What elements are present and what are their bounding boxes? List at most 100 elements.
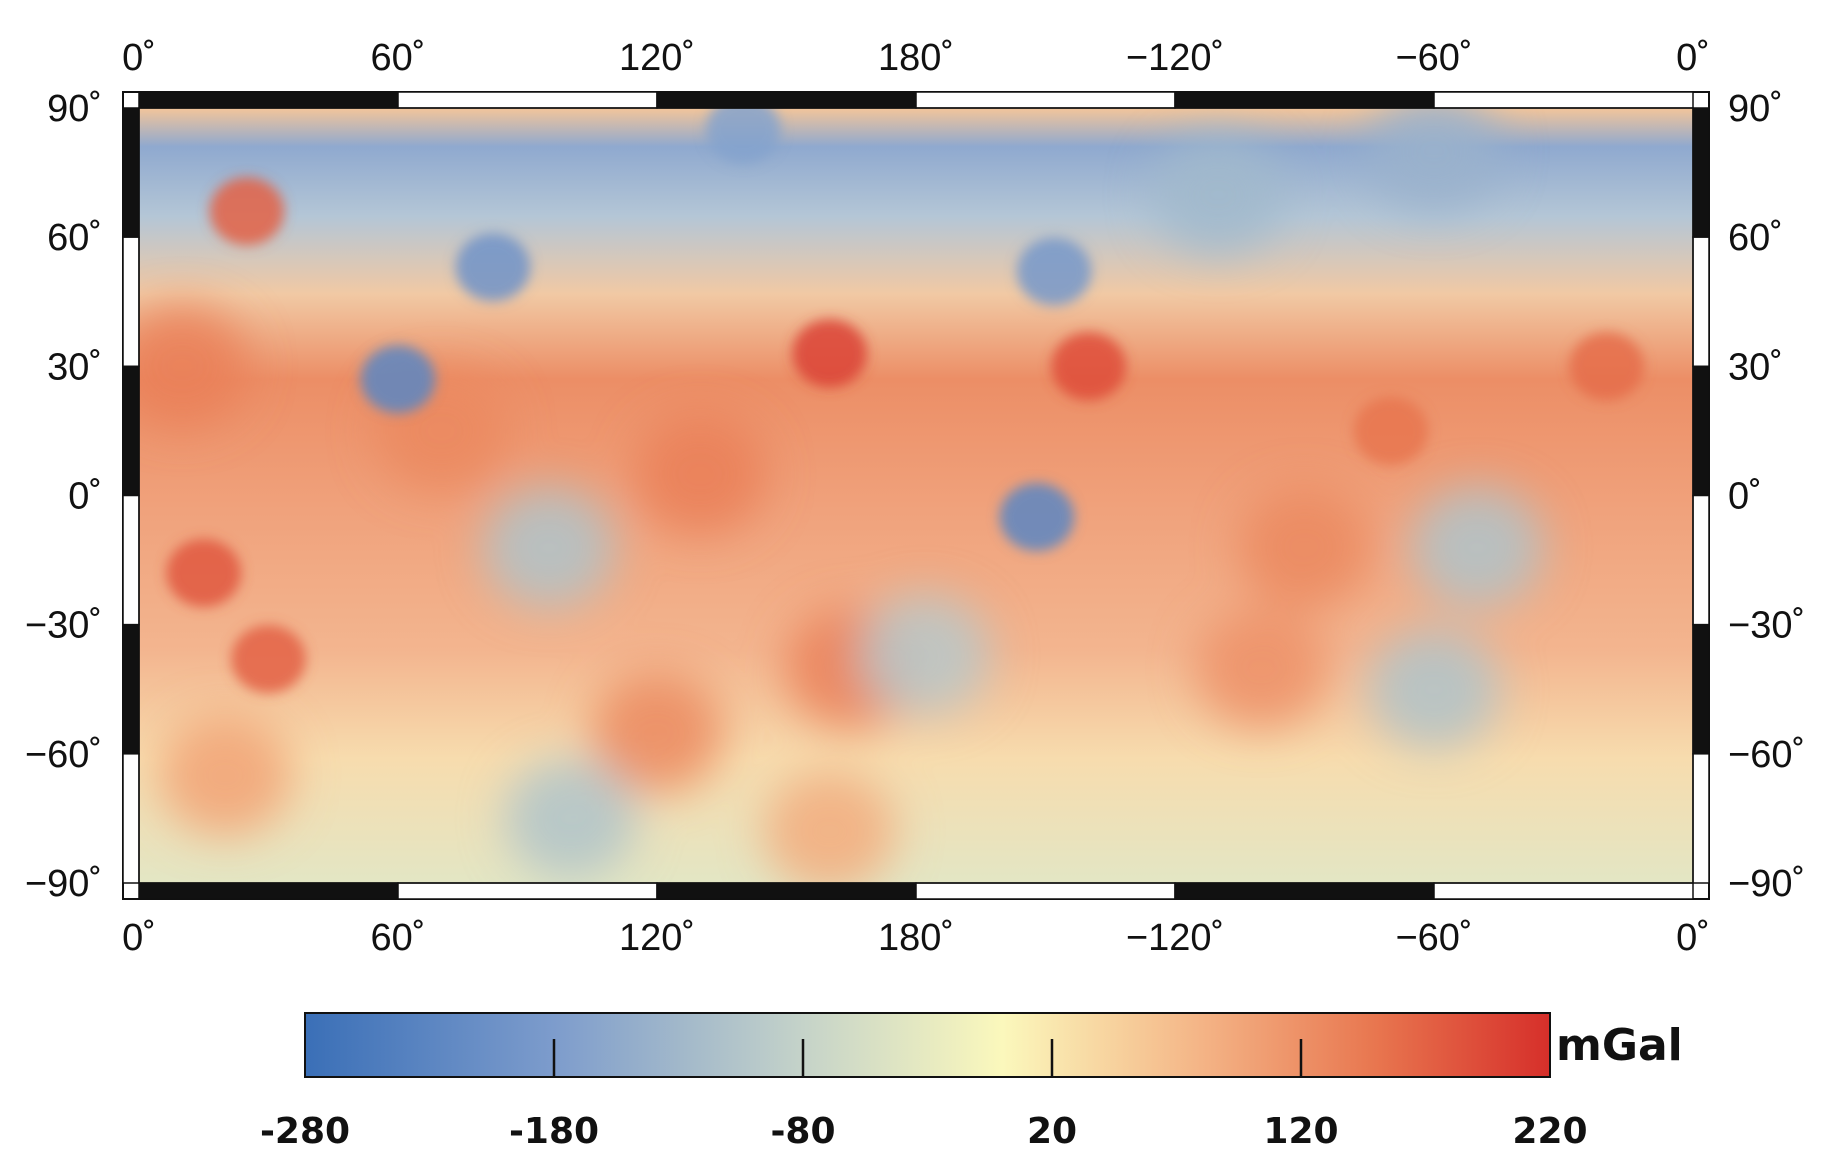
colorbar-tick-label: -180 — [509, 1111, 599, 1152]
map-frame — [122, 91, 1710, 900]
latitude-label: 30˚ — [1728, 346, 1783, 388]
longitude-label: 60˚ — [371, 917, 426, 959]
anomaly-blob — [1353, 396, 1429, 465]
anomaly-blob — [1238, 487, 1371, 608]
frame-band-right — [1692, 107, 1710, 238]
latitude-label: 30˚ — [47, 346, 102, 388]
frame-band-left — [122, 107, 140, 238]
colorbar-tick-label: 120 — [1263, 1111, 1338, 1152]
latitude-labels-right: 90˚ 60˚ 30˚ 0˚ −30˚ −60˚ −90˚ — [1728, 88, 1805, 905]
longitude-label: 120˚ — [619, 917, 695, 959]
latitude-label: −60˚ — [1728, 734, 1805, 776]
colorbar-gradient — [304, 1012, 1551, 1078]
colorbar-unit: mGal — [1556, 1020, 1683, 1071]
frame-band-bottom — [138, 882, 399, 900]
longitude-label: −120˚ — [1126, 37, 1224, 79]
colorbar: -280 -180 -80 20 120 220 mGal — [260, 1012, 1683, 1152]
longitude-label: 120˚ — [619, 37, 695, 79]
frame-band-right — [1692, 494, 1710, 626]
anomaly-blob — [231, 625, 306, 694]
anomaly-blob — [591, 672, 723, 793]
anomaly-blob — [792, 319, 868, 388]
anomaly-blobs — [139, 108, 1544, 883]
latitude-label: 0˚ — [68, 476, 102, 518]
frame-band-left — [122, 494, 140, 626]
anomaly-blob — [209, 177, 285, 246]
anomaly-blob — [1569, 332, 1645, 401]
longitude-label: −60˚ — [1395, 37, 1472, 79]
frame-band-right — [1692, 623, 1710, 755]
frame-band-bottom — [915, 882, 1176, 900]
latitude-label: −30˚ — [1728, 605, 1805, 647]
longitude-label: 0˚ — [1676, 917, 1710, 959]
frame-band-top — [656, 91, 917, 109]
frame-band-left — [122, 753, 140, 884]
frame-band-right — [1692, 236, 1710, 368]
frame-band-top — [1174, 91, 1435, 109]
latitude-label: 60˚ — [47, 217, 102, 259]
latitude-labels-left: 90˚ 60˚ 30˚ 0˚ −30˚ −60˚ −90˚ — [25, 88, 102, 905]
longitude-labels-bottom: 0˚ 60˚ 120˚ 180˚ −120˚ −60˚ 0˚ — [122, 917, 1710, 959]
anomaly-blob — [858, 594, 991, 715]
longitude-labels-top: 0˚ 60˚ 120˚ 180˚ −120˚ −60˚ 0˚ — [122, 37, 1710, 79]
anomaly-blob — [1152, 134, 1285, 255]
frame-band-bottom — [1433, 882, 1694, 900]
anomaly-blob — [483, 487, 616, 608]
longitude-label: 0˚ — [1676, 37, 1710, 79]
frame-band-right — [1692, 365, 1710, 497]
frame-band-bottom — [1174, 882, 1435, 900]
map-base-field — [139, 108, 1693, 883]
anomaly-spots — [166, 108, 1645, 694]
anomaly-blob — [139, 306, 249, 427]
latitude-label: −60˚ — [25, 734, 102, 776]
colorbar-tick-label: 20 — [1027, 1111, 1077, 1152]
longitude-label: 180˚ — [878, 37, 954, 79]
colorbar-tick-label: -80 — [770, 1111, 835, 1152]
latitude-label: −90˚ — [25, 863, 102, 905]
map-border — [138, 107, 1694, 884]
colorbar-tick-label: -280 — [260, 1111, 350, 1152]
frame-band-top — [1433, 91, 1694, 109]
anomaly-blob — [1368, 629, 1500, 750]
colorbar-tick-labels: -280 -180 -80 20 120 220 — [260, 1111, 1588, 1152]
anomaly-blob — [1051, 332, 1127, 401]
anomaly-blob — [1016, 237, 1092, 306]
frame-band-left — [122, 236, 140, 368]
frame-band-right — [1692, 753, 1710, 884]
longitude-label: 0˚ — [122, 917, 156, 959]
anomaly-blob — [999, 483, 1075, 552]
anomaly-blob — [705, 108, 781, 164]
longitude-label: 180˚ — [878, 917, 954, 959]
anomaly-blob — [763, 771, 896, 883]
colorbar-ticks — [552, 1039, 1303, 1077]
longitude-label: 0˚ — [122, 37, 156, 79]
frame-band-left — [122, 623, 140, 755]
frame-band-top — [915, 91, 1176, 109]
frame-band-bottom — [397, 882, 658, 900]
anomaly-blob — [1195, 607, 1328, 728]
latitude-label: 90˚ — [47, 88, 102, 130]
latitude-label: 0˚ — [1728, 476, 1762, 518]
anomaly-blob — [159, 715, 292, 836]
latitude-label: 90˚ — [1728, 88, 1783, 130]
colorbar-tick-label: 220 — [1512, 1111, 1587, 1152]
anomaly-blob — [1368, 108, 1500, 212]
frame-band-top — [397, 91, 658, 109]
anomaly-blob — [360, 345, 436, 414]
anomaly-blob — [634, 413, 767, 534]
latitude-label: −90˚ — [1728, 863, 1805, 905]
longitude-label: −120˚ — [1126, 917, 1224, 959]
anomaly-map — [139, 108, 1693, 883]
longitude-label: −60˚ — [1395, 917, 1472, 959]
latitude-label: −30˚ — [25, 605, 102, 647]
longitude-label: 60˚ — [371, 37, 426, 79]
anomaly-blob — [504, 758, 637, 879]
frame-band-bottom — [656, 882, 917, 900]
frame-band-left — [122, 365, 140, 497]
anomaly-blob — [1411, 487, 1544, 608]
anomaly-blob — [166, 539, 242, 607]
anomaly-blob — [455, 233, 531, 302]
latitude-label: 60˚ — [1728, 217, 1783, 259]
frame-band-top — [138, 91, 399, 109]
